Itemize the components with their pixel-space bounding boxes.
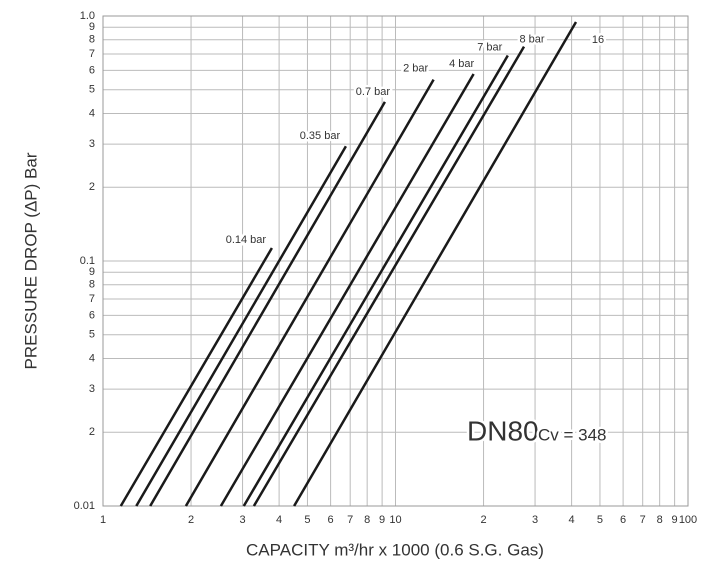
x-tick-label: 6 xyxy=(328,514,334,526)
x-tick-label: 4 xyxy=(569,514,575,526)
x-tick-label: 1 xyxy=(100,514,106,526)
x-tick-label: 4 xyxy=(276,514,282,526)
series-line xyxy=(184,78,435,507)
series-line xyxy=(293,21,578,507)
series-line xyxy=(149,101,386,507)
series-label: 7 bar xyxy=(477,41,502,53)
annotation: DN80 xyxy=(467,415,539,446)
x-tick-label: 2 xyxy=(480,514,486,526)
y-tick-label: 8 xyxy=(89,279,95,291)
y-tick-label: 4 xyxy=(89,352,95,364)
y-tick-label: 7 xyxy=(89,293,95,305)
y-tick-label: 0.01 xyxy=(74,500,95,512)
x-tick-label: 9 xyxy=(672,514,678,526)
y-tick-label: 2 xyxy=(89,181,95,193)
series-label: 8 bar xyxy=(519,34,544,46)
y-tick-label: 5 xyxy=(89,84,95,96)
x-tick-label: 7 xyxy=(347,514,353,526)
series-label: 0.14 bar xyxy=(226,234,267,246)
y-tick-label: 6 xyxy=(89,309,95,321)
series-line xyxy=(135,145,347,507)
series-label: 0.35 bar xyxy=(300,130,341,142)
y-tick-label: 4 xyxy=(89,107,95,119)
x-tick-label: 100 xyxy=(679,514,697,526)
y-axis-label: PRESSURE DROP (ΔP) Bar xyxy=(21,152,40,369)
y-tick-label: 9 xyxy=(89,266,95,278)
y-tick-label: 3 xyxy=(89,138,95,150)
annotation: Cv = 348 xyxy=(538,425,607,444)
series-line xyxy=(252,45,526,507)
y-tick-label: 3 xyxy=(89,383,95,395)
series-label: 2 bar xyxy=(403,63,428,75)
x-tick-label: 3 xyxy=(239,514,245,526)
y-tick-label: 1.0 xyxy=(80,10,95,22)
x-tick-label: 2 xyxy=(188,514,194,526)
series-label: 0.7 bar xyxy=(356,86,391,98)
x-tick-label: 10 xyxy=(389,514,401,526)
plot-frame xyxy=(102,15,689,507)
x-tick-label: 8 xyxy=(364,514,370,526)
series-line xyxy=(219,73,475,507)
x-tick-label: 5 xyxy=(304,514,310,526)
y-tick-label: 9 xyxy=(89,21,95,33)
series-line xyxy=(242,54,509,507)
y-tick-label: 2 xyxy=(89,426,95,438)
x-tick-label: 7 xyxy=(640,514,646,526)
x-tick-label: 3 xyxy=(532,514,538,526)
series-label: 4 bar xyxy=(449,58,474,70)
y-tick-label: 5 xyxy=(89,329,95,341)
y-tick-label: 6 xyxy=(89,64,95,76)
y-tick-label: 8 xyxy=(89,34,95,46)
y-tick-label: 0.1 xyxy=(80,255,95,267)
series-label: 16 xyxy=(592,34,604,46)
series-line xyxy=(119,247,273,507)
x-tick-label: 9 xyxy=(379,514,385,526)
x-tick-label: 6 xyxy=(620,514,626,526)
x-tick-label: 8 xyxy=(657,514,663,526)
x-axis-label: CAPACITY m³/hr x 1000 (0.6 S.G. Gas) xyxy=(246,540,544,559)
x-tick-label: 5 xyxy=(597,514,603,526)
y-tick-label: 7 xyxy=(89,48,95,60)
